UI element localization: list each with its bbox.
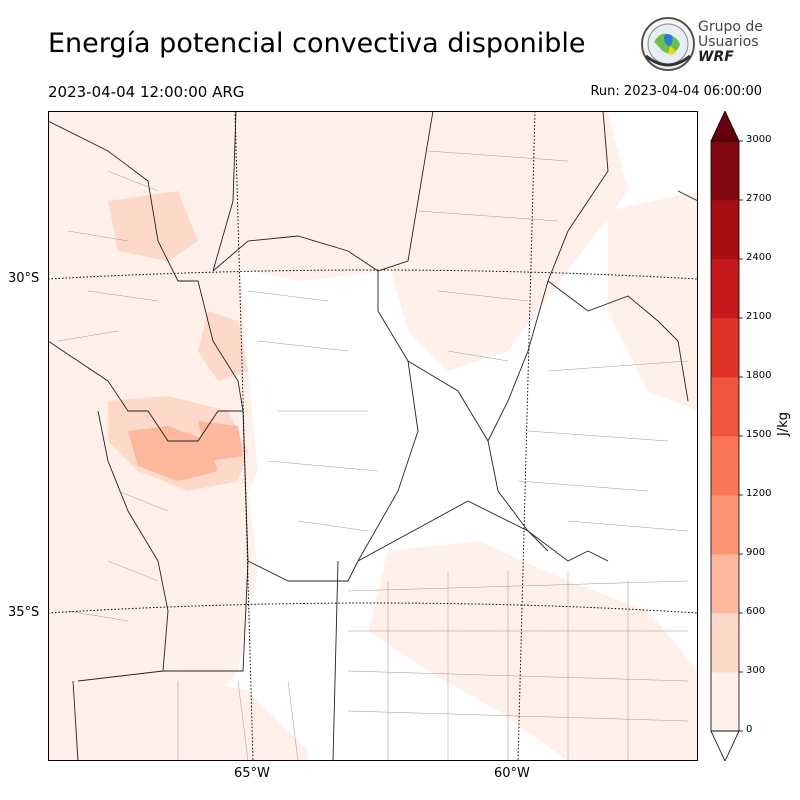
colorbar-swatch (711, 318, 739, 378)
colorbar-tick-label: 900 (746, 547, 766, 558)
colorbar-swatch (711, 554, 739, 614)
logo-line-2: Usuarios (698, 34, 759, 50)
cape-field (48, 111, 698, 761)
logo-line-1: Grupo de (698, 19, 763, 35)
map-frame (48, 111, 698, 761)
colorbar-extend-min (710, 730, 740, 761)
run-time: Run: 2023-04-04 06:00:00 (590, 84, 762, 99)
colorbar-swatch (711, 672, 739, 732)
lon-label-60w: 60°W (494, 766, 530, 781)
page-title: Energía potencial convectiva disponible (48, 28, 586, 59)
colorbar-swatch (711, 141, 739, 201)
colorbar-swatch (711, 259, 739, 319)
valid-time: 2023-04-04 12:00:00 ARG (48, 83, 245, 101)
colorbar-tick-label: 1500 (746, 429, 772, 440)
colorbar-tick-label: 2400 (746, 252, 772, 263)
colorbar-tick-label: 300 (746, 665, 766, 676)
colorbar-swatch (711, 200, 739, 260)
colorbar-swatch (711, 613, 739, 673)
cape-map (48, 111, 698, 761)
colorbar-tick-label: 2700 (746, 193, 772, 204)
logo-line-3: WRF (698, 49, 734, 65)
lat-label-30s: 30°S (8, 271, 40, 286)
colorbar-tick-label: 2100 (746, 311, 772, 322)
colorbar-tick-label: 600 (746, 606, 766, 617)
colorbar-swatch (711, 377, 739, 437)
colorbar-tick-label: 1200 (746, 488, 772, 499)
colorbar-unit-label: J/kg (776, 412, 791, 436)
colorbar-extend-max (710, 111, 740, 142)
lat-label-35s: 35°S (8, 605, 40, 620)
colorbar-swatch (711, 495, 739, 555)
colorbar-tick-label: 0 (746, 724, 753, 735)
graticule (48, 111, 698, 761)
department-boundaries (57, 150, 689, 761)
grupo-usuarios-wrf-logo: Grupo de Usuarios WRF (640, 16, 770, 72)
colorbar (710, 111, 743, 761)
lon-label-65w: 65°W (234, 766, 270, 781)
colorbar-swatch (711, 436, 739, 496)
province-boundaries (48, 111, 698, 761)
globe-seal-icon (641, 17, 695, 71)
colorbar-tick-label: 3000 (746, 134, 772, 145)
colorbar-tick-label: 1800 (746, 370, 772, 381)
